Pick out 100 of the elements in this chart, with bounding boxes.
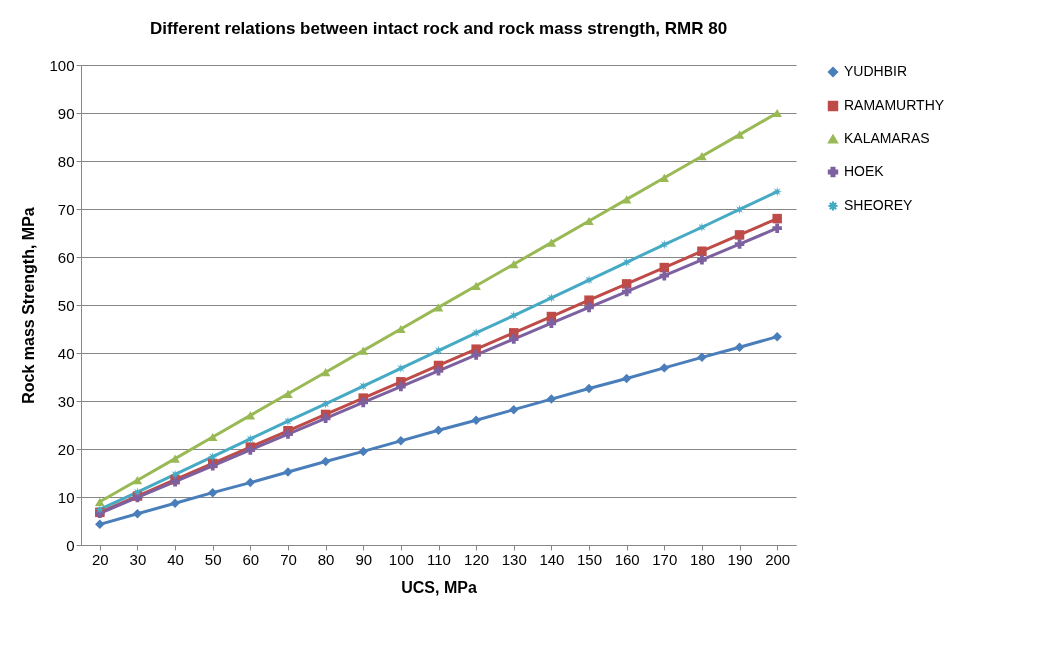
point — [95, 497, 105, 506]
point — [509, 310, 519, 321]
point — [170, 498, 180, 508]
point — [697, 222, 707, 232]
legend-label: HOEK — [844, 163, 885, 179]
x-tick-label: 170 — [652, 550, 678, 568]
point — [396, 363, 406, 374]
point — [734, 130, 745, 139]
point — [659, 239, 670, 250]
point — [132, 476, 143, 485]
point — [207, 451, 218, 462]
point — [584, 216, 594, 226]
y-tick-label: 100 — [49, 56, 75, 74]
point — [283, 389, 293, 398]
point — [245, 434, 256, 444]
y-tick-label: 10 — [57, 488, 75, 506]
point — [584, 275, 594, 285]
point — [320, 368, 331, 377]
point — [697, 255, 707, 265]
y-tick-label: 50 — [57, 296, 75, 314]
point — [471, 350, 481, 360]
point — [170, 454, 180, 463]
point — [659, 173, 670, 182]
point — [584, 383, 594, 394]
y-axis-title: Rock mass Strength, MPa — [20, 207, 38, 404]
point — [584, 302, 594, 313]
point — [772, 108, 782, 118]
point — [659, 363, 670, 373]
x-tick-label: 200 — [765, 550, 791, 568]
point — [358, 346, 368, 355]
point — [320, 456, 331, 467]
point — [245, 411, 256, 420]
point — [546, 293, 557, 303]
legend-label: SHEOREY — [844, 197, 914, 213]
point — [546, 238, 557, 247]
y-tick-label: 0 — [66, 536, 75, 554]
point — [207, 487, 218, 498]
x-tick-label: 160 — [614, 550, 640, 568]
point — [320, 399, 331, 409]
x-tick-label: 180 — [689, 550, 715, 568]
point — [433, 345, 444, 356]
point — [734, 239, 745, 249]
point — [772, 213, 782, 224]
y-tick-label: 30 — [57, 392, 75, 410]
point — [697, 352, 707, 363]
x-axis-title: UCS, MPa — [401, 578, 477, 596]
point — [621, 279, 632, 289]
point — [433, 303, 444, 312]
x-tick-label: 130 — [501, 550, 527, 568]
point — [772, 186, 782, 197]
x-tick-label: 90 — [355, 550, 373, 568]
y-tick-label: 40 — [57, 344, 75, 362]
point — [132, 487, 143, 497]
x-tick-label: 120 — [464, 550, 490, 568]
y-tick-label: 70 — [57, 200, 75, 218]
point — [621, 373, 632, 384]
point — [772, 331, 782, 342]
point — [546, 394, 557, 404]
x-tick-label: 190 — [727, 550, 753, 568]
y-tick-label: 90 — [57, 104, 75, 122]
point — [734, 204, 745, 215]
point — [584, 295, 594, 305]
point — [245, 477, 256, 488]
x-tick-label: 60 — [242, 550, 260, 568]
y-tick-label: 80 — [57, 152, 75, 170]
point — [734, 230, 745, 240]
x-tick-label: 100 — [388, 550, 414, 568]
point — [509, 260, 519, 269]
point — [772, 223, 782, 233]
point — [621, 257, 632, 268]
chart-title: Different relations between intact rock and rock mass strength, RMR 80 — [149, 19, 728, 38]
point — [659, 270, 670, 281]
y-tick-label: 20 — [57, 440, 75, 458]
x-tick-label: 30 — [129, 550, 147, 568]
point — [621, 195, 632, 204]
x-tick-label: 50 — [204, 550, 222, 568]
point — [95, 519, 105, 530]
legend-label: YUDHBIR — [844, 63, 908, 79]
point — [396, 324, 406, 334]
x-tick-label: 80 — [317, 550, 335, 568]
point — [546, 318, 557, 328]
x-tick-label: 150 — [577, 550, 603, 568]
point — [132, 509, 143, 519]
x-tick-label: 40 — [167, 550, 184, 568]
y-tick-label: 60 — [57, 248, 75, 266]
point — [509, 404, 519, 415]
x-tick-label: 70 — [280, 550, 297, 568]
point — [358, 397, 368, 408]
legend-label: RAMAMURTHY — [844, 97, 945, 113]
point — [358, 446, 368, 457]
x-tick-label: 110 — [427, 550, 451, 568]
legend-label: KALAMARAS — [844, 130, 930, 146]
point — [509, 334, 519, 344]
point — [433, 366, 444, 376]
point — [734, 342, 745, 352]
point — [697, 246, 707, 256]
point — [697, 152, 707, 161]
point — [320, 413, 331, 424]
x-tick-label: 20 — [91, 550, 109, 568]
point — [396, 381, 406, 392]
